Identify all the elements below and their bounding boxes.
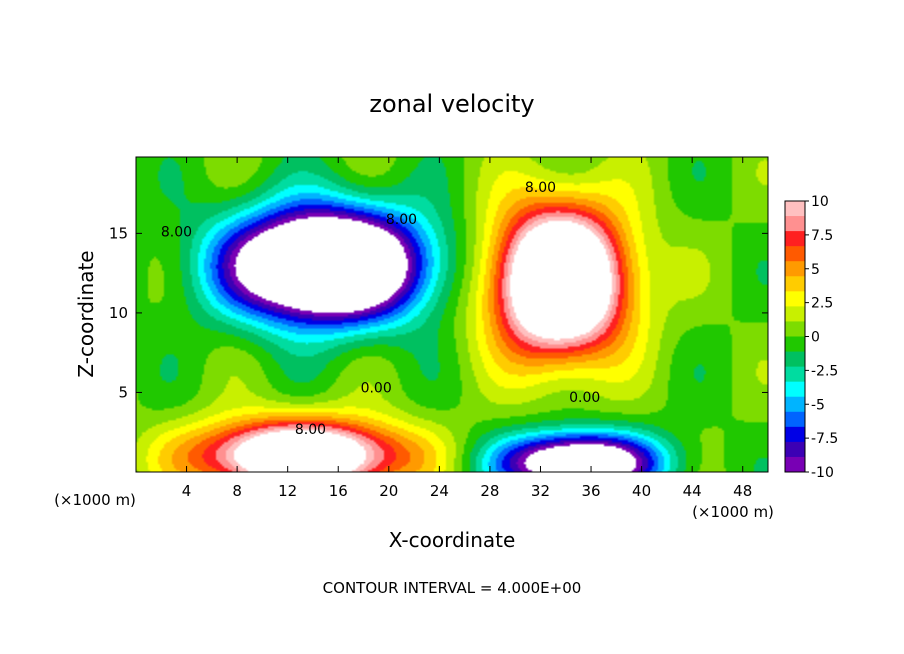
colorbar-swatch — [785, 216, 805, 232]
colorbar-label: 5 — [811, 262, 820, 278]
x-tick-label: 40 — [632, 482, 651, 500]
colorbar-label: 2.5 — [811, 296, 833, 312]
colorbar-swatch — [785, 231, 805, 247]
x-tick-label: 8 — [232, 482, 242, 500]
x-axis-label: X-coordinate — [389, 528, 516, 552]
colorbar-swatch — [785, 276, 805, 292]
colorbar-swatch — [785, 201, 805, 217]
colorbar-swatch — [785, 306, 805, 322]
x-axis-ticks: 4 8 12 16 20 24 28 32 36 40 44 48 — [182, 157, 752, 500]
heatmap-field — [136, 157, 768, 472]
colorbar-swatch — [785, 381, 805, 398]
x-tick-label: 36 — [581, 482, 600, 500]
x-tick-label: 28 — [480, 482, 499, 500]
colorbar-label: -5 — [811, 397, 825, 413]
contour-label: 8.00 — [161, 225, 192, 241]
colorbar-swatch — [785, 426, 805, 443]
y-tick-label: 5 — [118, 383, 128, 401]
colorbar-swatch — [785, 291, 805, 307]
colorbar-swatch — [785, 441, 805, 458]
x-tick-label: 44 — [683, 482, 702, 500]
y-axis-label: Z-coordinate — [74, 250, 98, 377]
x-tick-label: 16 — [329, 482, 348, 500]
colorbar-label: -7.5 — [811, 431, 838, 447]
colorbar-swatch — [785, 396, 805, 413]
x-unit-right: (×1000 m) — [692, 503, 774, 521]
colorbar-swatch — [785, 321, 805, 337]
plot-area: 8.008.008.000.000.008.00 4 8 12 16 20 24 28 32 3… — [109, 156, 769, 500]
x-tick-label: 20 — [379, 482, 398, 500]
colorbar-swatch — [785, 411, 805, 428]
x-tick-label: 12 — [278, 482, 297, 500]
y-axis-ticks: 5 10 15 — [109, 224, 768, 401]
colorbar-swatch — [785, 351, 805, 368]
y-tick-label: 10 — [109, 304, 128, 322]
colorbar-label: -10 — [811, 465, 834, 481]
contour-label: 8.00 — [525, 180, 556, 196]
colorbar-swatch — [785, 246, 805, 262]
chart-title: zonal velocity — [369, 90, 534, 118]
x-tick-label: 4 — [182, 482, 192, 500]
contour-label: 0.00 — [361, 380, 392, 396]
y-tick-label: 15 — [109, 224, 128, 242]
x-tick-label: 48 — [733, 482, 752, 500]
x-unit-left: (×1000 m) — [54, 491, 136, 509]
plot-frame — [135, 156, 769, 473]
contour-interval-footer: CONTOUR INTERVAL = 4.000E+00 — [323, 579, 582, 597]
contour-label: 8.00 — [295, 422, 326, 438]
colorbar-swatch — [785, 366, 805, 383]
colorbar-label: 0 — [811, 330, 820, 346]
x-tick-label: 32 — [531, 482, 550, 500]
colorbar-swatch — [785, 336, 805, 353]
contour-label: 8.00 — [386, 212, 417, 228]
contour-label: 0.00 — [569, 390, 600, 406]
contour-label-group: 8.00 8.00 8.00 0.00 0.00 8.00 — [161, 180, 600, 438]
colorbar-label: -2.5 — [811, 363, 838, 379]
x-tick-label: 24 — [430, 482, 449, 500]
colorbar-swatch — [785, 456, 805, 473]
colorbar-label: 10 — [811, 194, 829, 210]
colorbar-swatch — [785, 261, 805, 277]
colorbar-label: 7.5 — [811, 228, 833, 244]
colorbar: 10 7.5 5 2.5 0 -2.5 -5 -7.5 -10 — [784, 194, 838, 481]
